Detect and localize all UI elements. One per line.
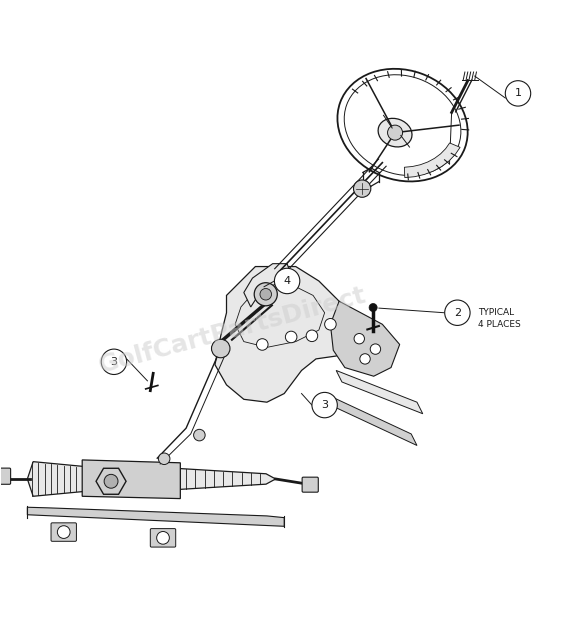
Text: 4: 4: [284, 276, 291, 286]
Polygon shape: [27, 462, 88, 496]
Polygon shape: [96, 468, 126, 494]
FancyBboxPatch shape: [51, 523, 77, 541]
Circle shape: [157, 531, 169, 544]
Polygon shape: [336, 371, 423, 414]
Circle shape: [353, 180, 371, 197]
Circle shape: [505, 81, 531, 106]
Circle shape: [212, 340, 230, 358]
Polygon shape: [325, 394, 417, 445]
Text: 3: 3: [321, 400, 328, 410]
Text: 1: 1: [514, 89, 521, 98]
Text: TYPICAL
4 PLACES: TYPICAL 4 PLACES: [477, 308, 520, 329]
Circle shape: [369, 303, 377, 311]
Circle shape: [194, 429, 205, 441]
Text: 3: 3: [110, 357, 117, 367]
Circle shape: [312, 392, 338, 418]
Text: 2: 2: [454, 308, 461, 318]
Circle shape: [285, 331, 297, 343]
Ellipse shape: [378, 118, 412, 147]
Circle shape: [370, 344, 380, 354]
Polygon shape: [27, 507, 284, 526]
Circle shape: [387, 125, 403, 140]
FancyBboxPatch shape: [150, 529, 176, 547]
Circle shape: [325, 318, 336, 330]
Circle shape: [354, 334, 364, 344]
Text: GolfCartPartsDirect: GolfCartPartsDirect: [96, 283, 369, 377]
Polygon shape: [82, 460, 180, 499]
Circle shape: [256, 339, 268, 350]
Circle shape: [104, 475, 118, 488]
Circle shape: [260, 289, 271, 300]
Circle shape: [306, 330, 318, 341]
Circle shape: [57, 526, 70, 538]
Circle shape: [274, 268, 300, 294]
Circle shape: [445, 300, 470, 326]
Circle shape: [102, 349, 126, 375]
Polygon shape: [404, 143, 460, 178]
Circle shape: [158, 453, 170, 464]
Polygon shape: [244, 264, 290, 307]
FancyBboxPatch shape: [302, 477, 318, 492]
Circle shape: [360, 354, 370, 364]
FancyBboxPatch shape: [0, 468, 10, 484]
Polygon shape: [215, 266, 359, 402]
Polygon shape: [180, 469, 276, 489]
Polygon shape: [331, 301, 400, 376]
Circle shape: [254, 283, 277, 306]
